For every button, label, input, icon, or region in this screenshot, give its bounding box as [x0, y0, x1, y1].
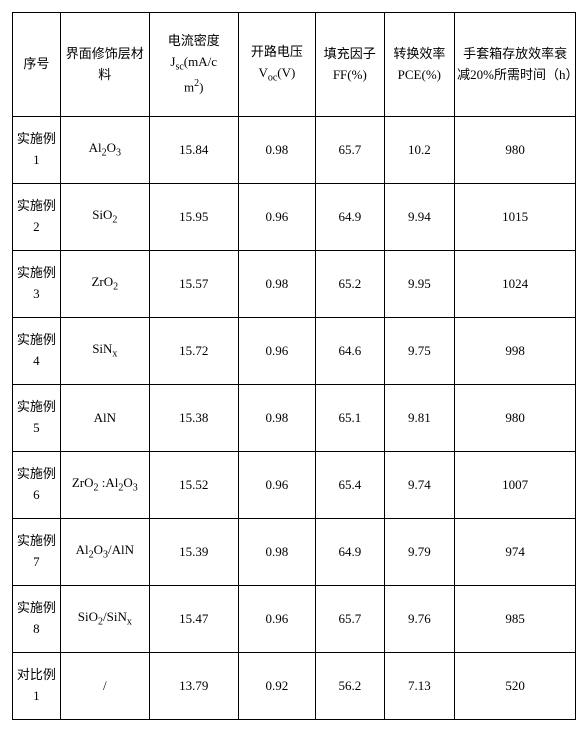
- cell-voc: 0.96: [238, 318, 315, 385]
- cell-pce: 9.79: [384, 519, 455, 586]
- cell-time: 980: [455, 117, 576, 184]
- cell-time: 1015: [455, 184, 576, 251]
- table-row: 实施例1Al2O315.840.9865.710.2980: [13, 117, 576, 184]
- cell-pce: 9.94: [384, 184, 455, 251]
- cell-ff: 65.1: [316, 385, 384, 452]
- cell-voc: 0.98: [238, 385, 315, 452]
- header-jsc: 电流密度Jsc(mA/cm2): [149, 13, 238, 117]
- cell-id: 实施例8: [13, 586, 61, 653]
- header-voc-label: 开路电压: [251, 44, 303, 59]
- cell-time: 998: [455, 318, 576, 385]
- table-row: 实施例8SiO2/SiNx15.470.9665.79.76985: [13, 586, 576, 653]
- cell-material: SiNx: [60, 318, 149, 385]
- cell-material: SiO2: [60, 184, 149, 251]
- cell-jsc: 15.84: [149, 117, 238, 184]
- cell-material: SiO2/SiNx: [60, 586, 149, 653]
- header-jsc-label: 电流密度: [168, 33, 220, 48]
- cell-jsc: 15.72: [149, 318, 238, 385]
- cell-pce: 9.74: [384, 452, 455, 519]
- cell-material: /: [60, 653, 149, 720]
- header-material: 界面修饰层材料: [60, 13, 149, 117]
- header-voc-unit: (V): [277, 65, 295, 80]
- cell-time: 985: [455, 586, 576, 653]
- cell-ff: 65.4: [316, 452, 384, 519]
- cell-jsc: 15.38: [149, 385, 238, 452]
- cell-material: ZrO2 :Al2O3: [60, 452, 149, 519]
- header-ff: 填充因子FF(%): [316, 13, 384, 117]
- cell-jsc: 15.57: [149, 251, 238, 318]
- cell-time: 1024: [455, 251, 576, 318]
- cell-voc: 0.98: [238, 117, 315, 184]
- header-time: 手套箱存放效率衰减20%所需时间（h）: [455, 13, 576, 117]
- header-row: 序号 界面修饰层材料 电流密度Jsc(mA/cm2) 开路电压Voc(V) 填充…: [13, 13, 576, 117]
- cell-voc: 0.98: [238, 251, 315, 318]
- cell-jsc: 15.47: [149, 586, 238, 653]
- header-voc: 开路电压Voc(V): [238, 13, 315, 117]
- header-pce: 转换效率PCE(%): [384, 13, 455, 117]
- cell-ff: 65.2: [316, 251, 384, 318]
- cell-ff: 56.2: [316, 653, 384, 720]
- cell-jsc: 15.52: [149, 452, 238, 519]
- cell-id: 实施例5: [13, 385, 61, 452]
- cell-pce: 9.75: [384, 318, 455, 385]
- cell-ff: 64.9: [316, 519, 384, 586]
- table-row: 实施例5AlN15.380.9865.19.81980: [13, 385, 576, 452]
- cell-voc: 0.92: [238, 653, 315, 720]
- cell-voc: 0.96: [238, 452, 315, 519]
- cell-ff: 64.9: [316, 184, 384, 251]
- cell-voc: 0.96: [238, 184, 315, 251]
- cell-jsc: 15.95: [149, 184, 238, 251]
- table-body: 实施例1Al2O315.840.9865.710.2980实施例2SiO215.…: [13, 117, 576, 720]
- cell-material: Al2O3/AlN: [60, 519, 149, 586]
- cell-id: 实施例3: [13, 251, 61, 318]
- cell-id: 实施例2: [13, 184, 61, 251]
- table-row: 实施例2SiO215.950.9664.99.941015: [13, 184, 576, 251]
- header-jsc-unit2: ): [199, 79, 203, 94]
- data-table: 序号 界面修饰层材料 电流密度Jsc(mA/cm2) 开路电压Voc(V) 填充…: [12, 12, 576, 720]
- cell-pce: 10.2: [384, 117, 455, 184]
- table-row: 实施例3ZrO215.570.9865.29.951024: [13, 251, 576, 318]
- cell-pce: 7.13: [384, 653, 455, 720]
- header-id: 序号: [13, 13, 61, 117]
- cell-time: 1007: [455, 452, 576, 519]
- cell-ff: 64.6: [316, 318, 384, 385]
- cell-pce: 9.95: [384, 251, 455, 318]
- cell-voc: 0.96: [238, 586, 315, 653]
- cell-id: 实施例4: [13, 318, 61, 385]
- cell-pce: 9.81: [384, 385, 455, 452]
- cell-jsc: 13.79: [149, 653, 238, 720]
- cell-voc: 0.98: [238, 519, 315, 586]
- table-row: 实施例7Al2O3/AlN15.390.9864.99.79974: [13, 519, 576, 586]
- cell-id: 实施例1: [13, 117, 61, 184]
- cell-jsc: 15.39: [149, 519, 238, 586]
- cell-time: 974: [455, 519, 576, 586]
- table-row: 实施例6ZrO2 :Al2O315.520.9665.49.741007: [13, 452, 576, 519]
- cell-id: 实施例7: [13, 519, 61, 586]
- cell-time: 980: [455, 385, 576, 452]
- cell-ff: 65.7: [316, 586, 384, 653]
- table-row: 实施例4SiNx15.720.9664.69.75998: [13, 318, 576, 385]
- cell-pce: 9.76: [384, 586, 455, 653]
- cell-ff: 65.7: [316, 117, 384, 184]
- cell-material: ZrO2: [60, 251, 149, 318]
- table-row: 对比例1/13.790.9256.27.13520: [13, 653, 576, 720]
- header-jsc-unit1: (mA/c: [184, 54, 217, 69]
- cell-time: 520: [455, 653, 576, 720]
- cell-id: 对比例1: [13, 653, 61, 720]
- cell-material: AlN: [60, 385, 149, 452]
- cell-id: 实施例6: [13, 452, 61, 519]
- cell-material: Al2O3: [60, 117, 149, 184]
